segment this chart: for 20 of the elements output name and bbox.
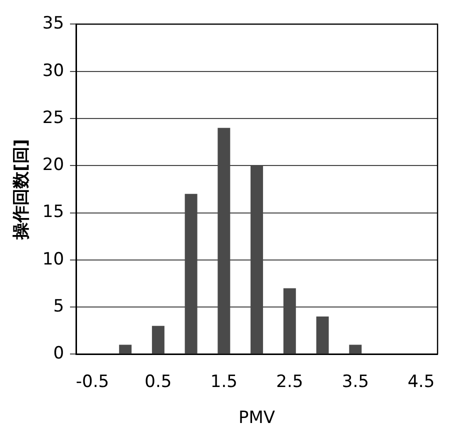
bar [316, 316, 329, 354]
x-axis-title: PMV [238, 408, 276, 428]
bar [152, 326, 164, 354]
y-tick-label: 20 [42, 155, 64, 176]
y-tick-label: 30 [42, 60, 64, 81]
x-tick-label: -0.5 [76, 372, 110, 392]
bar [119, 344, 132, 354]
y-tick-label: 15 [42, 202, 64, 222]
bar [349, 344, 362, 354]
y-tick-label: 0 [53, 344, 64, 364]
y-tick-label: 10 [42, 249, 64, 270]
x-tick-label: 2.5 [276, 372, 304, 392]
x-tick-label: 1.5 [210, 372, 238, 392]
x-tick-label: 4.5 [408, 372, 435, 392]
x-tick-label: 0.5 [144, 372, 172, 392]
y-axis-title: 操作回数[回] [12, 138, 32, 240]
y-tick-label: 25 [42, 108, 64, 128]
y-tick-label: 5 [53, 296, 64, 316]
x-tick-label: 3.5 [342, 372, 369, 392]
y-tick-label: 35 [42, 14, 64, 34]
